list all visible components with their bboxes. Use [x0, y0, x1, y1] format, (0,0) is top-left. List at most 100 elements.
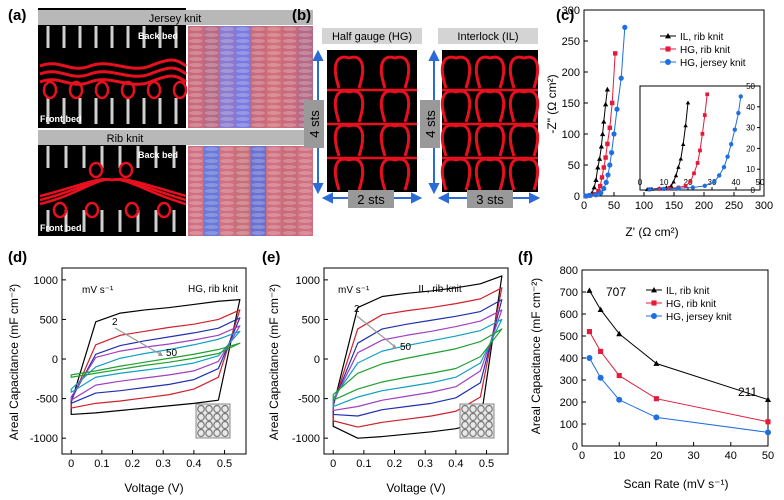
fabric-stitch	[220, 87, 234, 91]
x-tick-label: 0	[330, 458, 336, 470]
data-point	[725, 154, 730, 159]
fabric-stitch	[189, 123, 203, 127]
data-point	[651, 313, 657, 319]
fabric-stitch	[298, 57, 312, 61]
thumbnail-loop	[477, 404, 485, 414]
panel-d: (d) 0 0.1 0.2 0.3 0.4 0.5 -1000 -500 0 500 1000 mV…	[7, 249, 247, 495]
data-point	[765, 429, 771, 436]
thumbnail-loop	[461, 404, 469, 414]
fabric-stitch	[189, 153, 203, 157]
y-tick-label: 1000	[34, 275, 58, 287]
hg-loop-diagram	[327, 50, 417, 192]
fabric-stitch	[298, 231, 312, 235]
data-point	[712, 179, 717, 184]
y-tick-label: 150	[562, 98, 580, 110]
data-point	[665, 46, 671, 52]
data-point	[616, 396, 623, 403]
fabric-stitch	[298, 93, 312, 97]
fabric-stitch	[189, 201, 203, 205]
x-tick-label: 0.3	[418, 458, 433, 470]
fabric-stitch	[189, 213, 203, 217]
x-tick-label: 0.2	[125, 458, 140, 470]
fabric-stitch	[251, 201, 266, 205]
fabric-stitch	[267, 81, 281, 85]
y-tick-label: -500	[36, 394, 58, 406]
legend-label: HG, rib knit	[666, 299, 716, 310]
fabric-stitch	[235, 63, 250, 67]
rib-fabric-texture	[188, 146, 313, 236]
plot-d-xlabel: Voltage (V)	[124, 481, 183, 495]
fabric-stitch	[220, 183, 234, 187]
data-point	[618, 75, 624, 81]
fabric-stitch	[251, 69, 266, 73]
fabric-stitch	[298, 27, 312, 31]
y-tick-label: 300	[562, 5, 580, 17]
fabric-stitch	[235, 207, 250, 211]
fabric-stitch	[189, 81, 203, 85]
fabric-stitch	[251, 117, 266, 121]
fabric-stitch	[267, 225, 281, 229]
x-tick-label: 40	[725, 450, 737, 462]
y-tick-label: 400	[560, 353, 578, 365]
x-tick-label: 0.4	[186, 458, 201, 470]
y-tick-label: 200	[560, 397, 578, 409]
fabric-stitch	[204, 159, 219, 163]
fabric-stitch	[204, 147, 219, 151]
fabric-column	[266, 26, 282, 128]
fabric-stitch	[282, 51, 297, 55]
rib-knit-title: Rib knit	[107, 133, 144, 145]
yarn-course	[39, 74, 187, 86]
fabric-stitch	[235, 183, 250, 187]
jersey-back-bed-label: Back bed	[138, 31, 178, 41]
yarn-loop	[120, 80, 136, 100]
data-point	[688, 179, 693, 184]
y-tick-label: -1000	[30, 433, 58, 445]
fabric-stitch	[204, 93, 219, 97]
cv-curve	[70, 325, 241, 401]
data-point	[586, 355, 593, 361]
plot-e-arrow-head	[392, 344, 397, 349]
thumbnail-loop	[221, 428, 229, 438]
x-tick-label: 10	[613, 450, 625, 462]
fabric-stitch	[251, 225, 266, 229]
fabric-stitch	[220, 39, 234, 43]
fabric-stitch	[251, 177, 266, 181]
inset-y-tick-label: 30	[746, 124, 755, 133]
il-title-bar	[438, 28, 538, 44]
fabric-stitch	[235, 201, 250, 205]
data-point	[616, 373, 622, 379]
fabric-stitch	[251, 27, 266, 31]
x-tick-label: 0.5	[217, 458, 232, 470]
fabric-stitch	[220, 231, 234, 235]
fabric-column	[219, 146, 235, 236]
fabric-stitch	[204, 45, 219, 49]
fabric-stitch	[251, 231, 266, 235]
rib-needles	[46, 146, 176, 232]
thumbnail-loop	[461, 420, 469, 430]
fabric-stitch	[282, 219, 297, 223]
data-point	[603, 179, 609, 185]
fabric-stitch	[267, 69, 281, 73]
data-point	[603, 155, 608, 160]
yarn-loop	[474, 123, 506, 157]
fabric-stitch	[282, 69, 297, 73]
fabric-stitch	[189, 117, 203, 121]
data-point	[651, 300, 657, 306]
data-point	[603, 101, 609, 107]
fabric-stitch	[267, 105, 281, 109]
data-point	[729, 142, 734, 147]
fabric-stitch	[189, 33, 203, 37]
fabric-stitch	[204, 27, 219, 31]
fabric-stitch	[220, 117, 234, 121]
thumbnail-loop	[205, 428, 213, 438]
inset-x-tick-label: 0	[638, 178, 643, 187]
fabric-stitch	[267, 177, 281, 181]
fabric-stitch	[267, 201, 281, 205]
thumbnail-loop	[221, 404, 229, 414]
yarn-loop	[146, 80, 162, 100]
x-tick-label: 0.1	[94, 458, 109, 470]
plot-e-knit-thumbnail	[459, 403, 495, 439]
fabric-stitch	[204, 171, 219, 175]
fabric-stitch	[298, 165, 312, 169]
